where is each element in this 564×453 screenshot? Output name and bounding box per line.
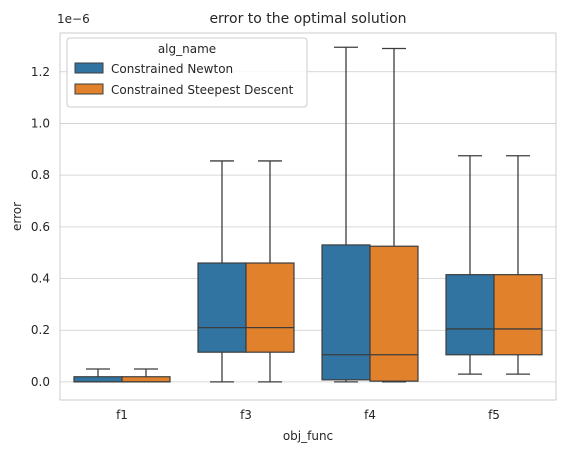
- box-f1-1: [73, 368, 123, 383]
- iqr-box: [121, 376, 171, 383]
- x-axis-label: obj_func: [283, 429, 333, 443]
- iqr-box: [73, 376, 123, 383]
- chart-title: error to the optimal solution: [209, 11, 406, 27]
- y-tick-label: 0.0: [31, 375, 50, 389]
- legend-frame: [66, 37, 308, 108]
- box-f5-2: [493, 155, 543, 375]
- x-tick-label: f1: [116, 408, 128, 422]
- box-f5-1: [445, 155, 495, 375]
- box-f3-2: [245, 160, 295, 383]
- iqr-box: [321, 244, 371, 381]
- iqr-box: [197, 262, 247, 353]
- y-ticks: 0.0 0.2 0.4 0.6 0.8 1.0 1.2: [31, 65, 50, 389]
- y-scale-label: 1e−6: [57, 12, 90, 26]
- legend-swatch: [74, 83, 104, 95]
- x-tick-label: f5: [488, 408, 500, 422]
- x-tick-label: f4: [364, 408, 376, 422]
- boxes: [73, 46, 543, 383]
- y-tick-label: 0.8: [31, 168, 50, 182]
- x-ticks: f1 f3 f4 f5: [116, 408, 500, 422]
- x-tick-label: f3: [240, 408, 252, 422]
- iqr-box: [369, 245, 419, 382]
- box-f4-1: [321, 46, 371, 383]
- iqr-box: [493, 274, 543, 356]
- legend-swatch: [74, 62, 104, 74]
- y-tick-label: 0.2: [31, 323, 50, 337]
- box-f4-2: [369, 47, 419, 383]
- y-tick-label: 0.6: [31, 220, 50, 234]
- plot-frame: [59, 32, 557, 401]
- iqr-box: [445, 274, 495, 356]
- box-f1-2: [121, 368, 171, 383]
- y-tick-label: 1.2: [31, 65, 50, 79]
- box-f3-1: [197, 160, 247, 383]
- legend-entry: Constrained Steepest Descent: [111, 83, 294, 97]
- y-tick-label: 1.0: [31, 116, 50, 130]
- y-axis-label: error: [10, 202, 24, 231]
- y-tick-label: 0.4: [31, 272, 50, 286]
- legend-title: alg_name: [158, 42, 216, 56]
- iqr-box: [245, 262, 295, 353]
- legend-entry: Constrained Newton: [111, 62, 233, 76]
- legend: alg_name Constrained Newton Constrained St…: [66, 37, 308, 108]
